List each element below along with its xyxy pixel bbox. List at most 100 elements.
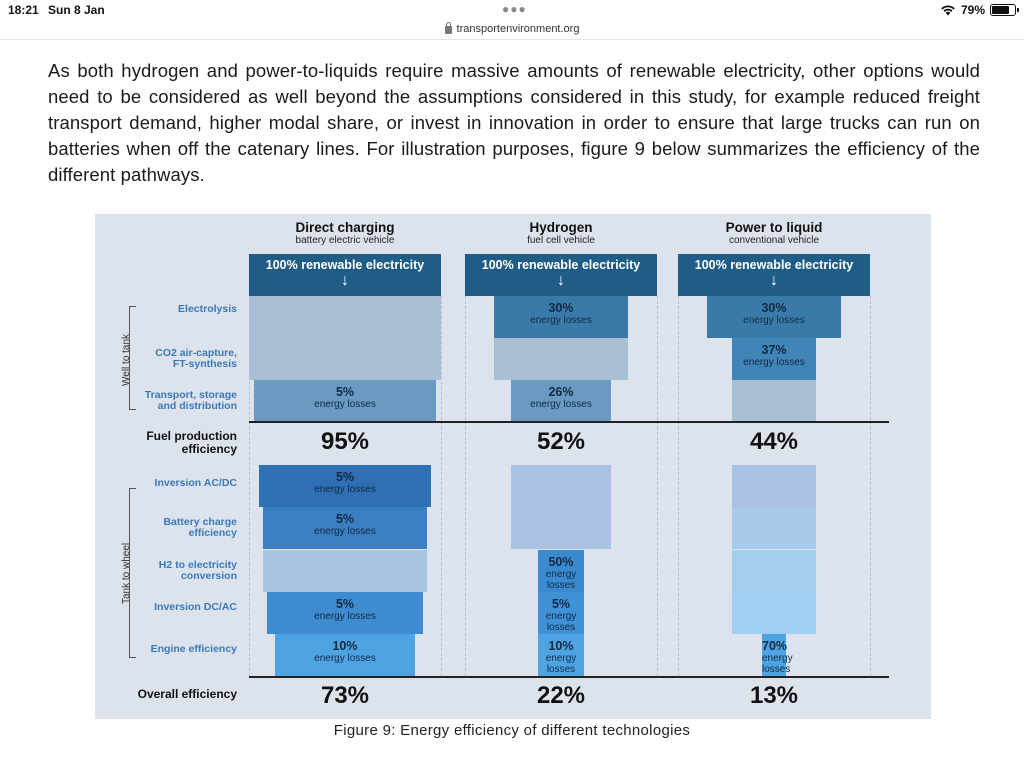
loss-block: [494, 338, 628, 380]
row-label: Transport, storage and distribution: [144, 389, 237, 412]
loss-percent: 26%: [548, 385, 574, 399]
loss-block: [249, 338, 441, 380]
renewable-electricity-label: 100% renewable electricity: [694, 258, 854, 272]
column-subtitle: fuel cell vehicle: [527, 235, 595, 246]
overall-divider: [249, 676, 889, 678]
status-bar: 18:21 Sun 8 Jan ●●● 79%: [0, 0, 1024, 22]
figure-caption: Figure 9: Energy efficiency of different…: [333, 722, 691, 739]
overall-efficiency-percent: 13%: [749, 682, 799, 709]
loss-block: [732, 380, 816, 422]
loss-block: 30% energy losses: [494, 296, 628, 338]
loss-label: energy losses: [314, 653, 376, 664]
column-title: Hydrogen: [529, 220, 593, 235]
article-paragraph: As both hydrogen and power-to-liquids re…: [48, 60, 980, 185]
loss-label: energy losses: [545, 653, 577, 675]
column-heading-0: Direct charging battery electric vehicle: [229, 220, 461, 246]
fuel-production-percent: 95%: [320, 428, 370, 455]
loss-block: [249, 296, 441, 338]
loss-percent: 37%: [761, 343, 787, 357]
loss-label: energy losses: [314, 611, 376, 622]
overall-efficiency-percent: 73%: [320, 682, 370, 709]
fuel-production-percent: 52%: [536, 428, 586, 455]
wifi-icon: [941, 5, 955, 16]
row-label: H2 to electricity conversion: [158, 559, 237, 582]
guide-line-1: [441, 296, 442, 676]
column-subtitle: battery electric vehicle: [295, 235, 395, 246]
loss-percent: 5%: [335, 597, 355, 611]
renewable-electricity-box: 100% renewable electricity ↓: [678, 254, 870, 296]
loss-block: [732, 507, 816, 549]
column-title: Power to liquid: [725, 220, 823, 235]
row-label: Engine efficiency: [150, 643, 237, 655]
arrow-down-icon: ↓: [557, 272, 565, 289]
url-text[interactable]: transportenvironment.org: [456, 22, 580, 35]
loss-percent: 5%: [551, 597, 571, 611]
multitasking-dots-icon[interactable]: ●●●: [502, 2, 527, 16]
loss-label: energy losses: [762, 653, 793, 675]
loss-block: 5% energy losses: [538, 592, 584, 634]
loss-block: 10% energy losses: [275, 634, 415, 676]
loss-block: [732, 465, 816, 507]
column-heading-1: Hydrogen fuel cell vehicle: [445, 220, 677, 246]
loss-block: [511, 465, 611, 507]
loss-block: [732, 592, 816, 634]
tank-to-wheel-bracket: [129, 488, 136, 658]
status-time: 18:21: [8, 3, 39, 17]
battery-percent: 79%: [960, 3, 985, 17]
url-bar[interactable]: transportenvironment.org: [0, 18, 1024, 40]
overall-efficiency-percent: 22%: [536, 682, 586, 709]
overall-efficiency-label: Overall efficiency: [137, 687, 237, 701]
loss-block: 5% energy losses: [254, 380, 436, 422]
loss-label: energy losses: [743, 357, 805, 368]
well-to-tank-bracket: [129, 306, 136, 410]
status-right: 79%: [940, 3, 1019, 17]
loss-block: 10% energy losses: [538, 634, 584, 676]
loss-percent: 5%: [335, 512, 355, 526]
loss-label: energy losses: [314, 484, 376, 495]
loss-label: energy losses: [314, 399, 376, 410]
efficiency-figure: Direct charging battery electric vehicle 1…: [95, 214, 931, 719]
loss-block: [732, 550, 816, 592]
row-label: Inversion DC/AC: [154, 601, 237, 613]
renewable-electricity-label: 100% renewable electricity: [265, 258, 425, 272]
tank-to-wheel-label: Tank to wheel: [121, 542, 132, 604]
fuel-divider: [249, 421, 889, 423]
renewable-electricity-box: 100% renewable electricity ↓: [465, 254, 657, 296]
loss-block: 5% energy losses: [259, 465, 431, 507]
row-label: CO2 air-capture, FT-synthesis: [155, 347, 237, 370]
loss-block: 5% energy losses: [267, 592, 423, 634]
column-heading-2: Power to liquid conventional vehicle: [658, 220, 890, 246]
fuel-production-percent: 44%: [749, 428, 799, 455]
loss-block: 26% energy losses: [511, 380, 611, 422]
guide-line-2: [465, 296, 466, 676]
renewable-electricity-label: 100% renewable electricity: [481, 258, 641, 272]
battery-icon: [990, 4, 1019, 16]
column-subtitle: conventional vehicle: [728, 235, 820, 246]
loss-label: energy losses: [530, 399, 592, 410]
row-label: Electrolysis: [178, 303, 237, 315]
loss-label: energy losses: [545, 569, 577, 591]
loss-block: 70% energy losses: [762, 634, 793, 676]
arrow-down-icon: ↓: [770, 272, 778, 289]
loss-block: 50% energy losses: [538, 550, 584, 592]
loss-percent: 50%: [548, 555, 574, 569]
loss-label: energy losses: [314, 526, 376, 537]
row-label: Battery charge efficiency: [163, 516, 237, 539]
lock-icon: [444, 21, 452, 34]
row-label: Inversion AC/DC: [154, 477, 237, 489]
loss-block: [263, 550, 427, 592]
renewable-electricity-box: 100% renewable electricity ↓: [249, 254, 441, 296]
loss-label: energy losses: [743, 315, 805, 326]
loss-label: energy losses: [545, 611, 577, 633]
guide-line-5: [870, 296, 871, 676]
loss-block: 30% energy losses: [707, 296, 841, 338]
guide-line-4: [678, 296, 679, 676]
loss-block: 5% energy losses: [263, 507, 427, 549]
status-date: Sun 8 Jan: [48, 3, 105, 17]
loss-percent: 5%: [335, 470, 355, 484]
loss-percent: 70%: [762, 639, 788, 653]
loss-percent: 5%: [335, 385, 355, 399]
loss-percent: 30%: [761, 301, 787, 315]
loss-block: [511, 507, 611, 549]
loss-percent: 30%: [548, 301, 574, 315]
